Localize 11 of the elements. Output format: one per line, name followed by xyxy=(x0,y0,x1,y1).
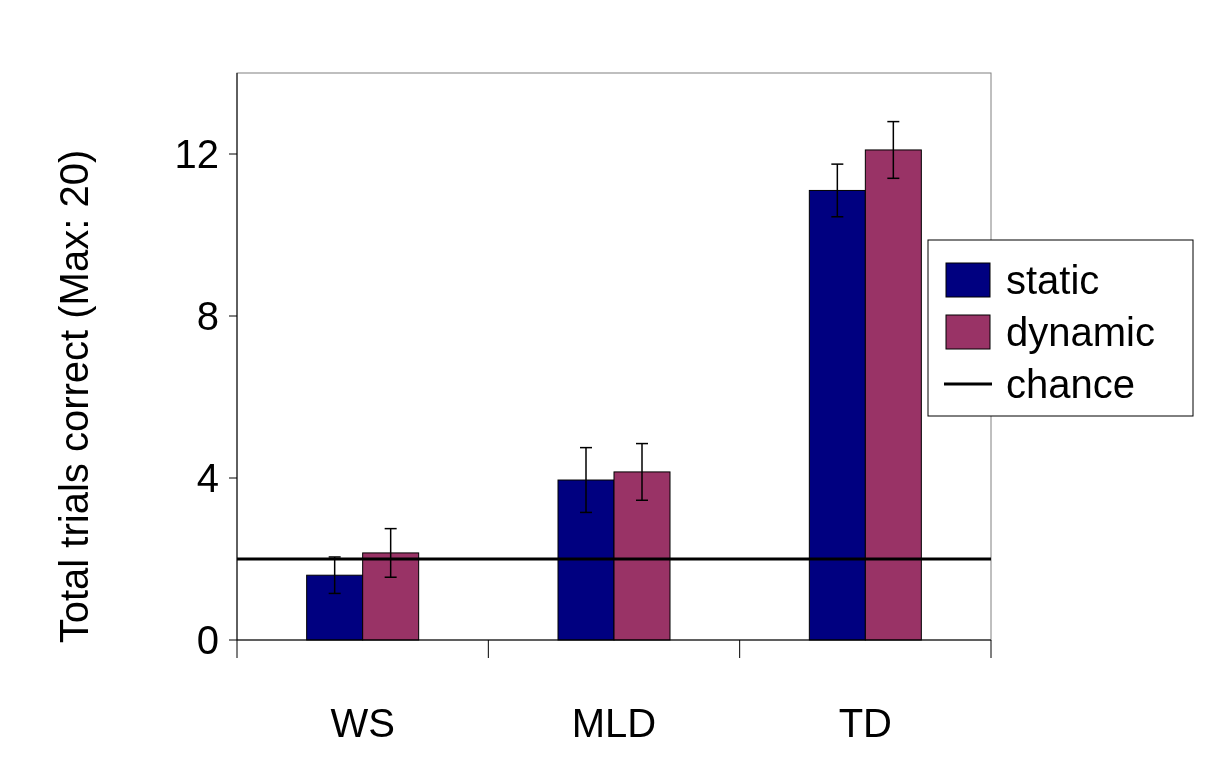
legend-label: dynamic xyxy=(1006,310,1155,354)
y-tick-label: 8 xyxy=(196,294,219,338)
x-tick-label: WS xyxy=(330,701,395,745)
legend-label: static xyxy=(1006,258,1100,302)
x-tick-label: TD xyxy=(838,701,892,745)
y-tick-label: 0 xyxy=(196,618,219,662)
y-axis-title: Total trials correct (Max: 20) xyxy=(52,149,96,644)
y-tick-label: 12 xyxy=(174,132,219,176)
y-tick-label: 4 xyxy=(196,456,219,500)
x-tick-label: MLD xyxy=(571,701,657,745)
legend-label: chance xyxy=(1006,362,1135,406)
